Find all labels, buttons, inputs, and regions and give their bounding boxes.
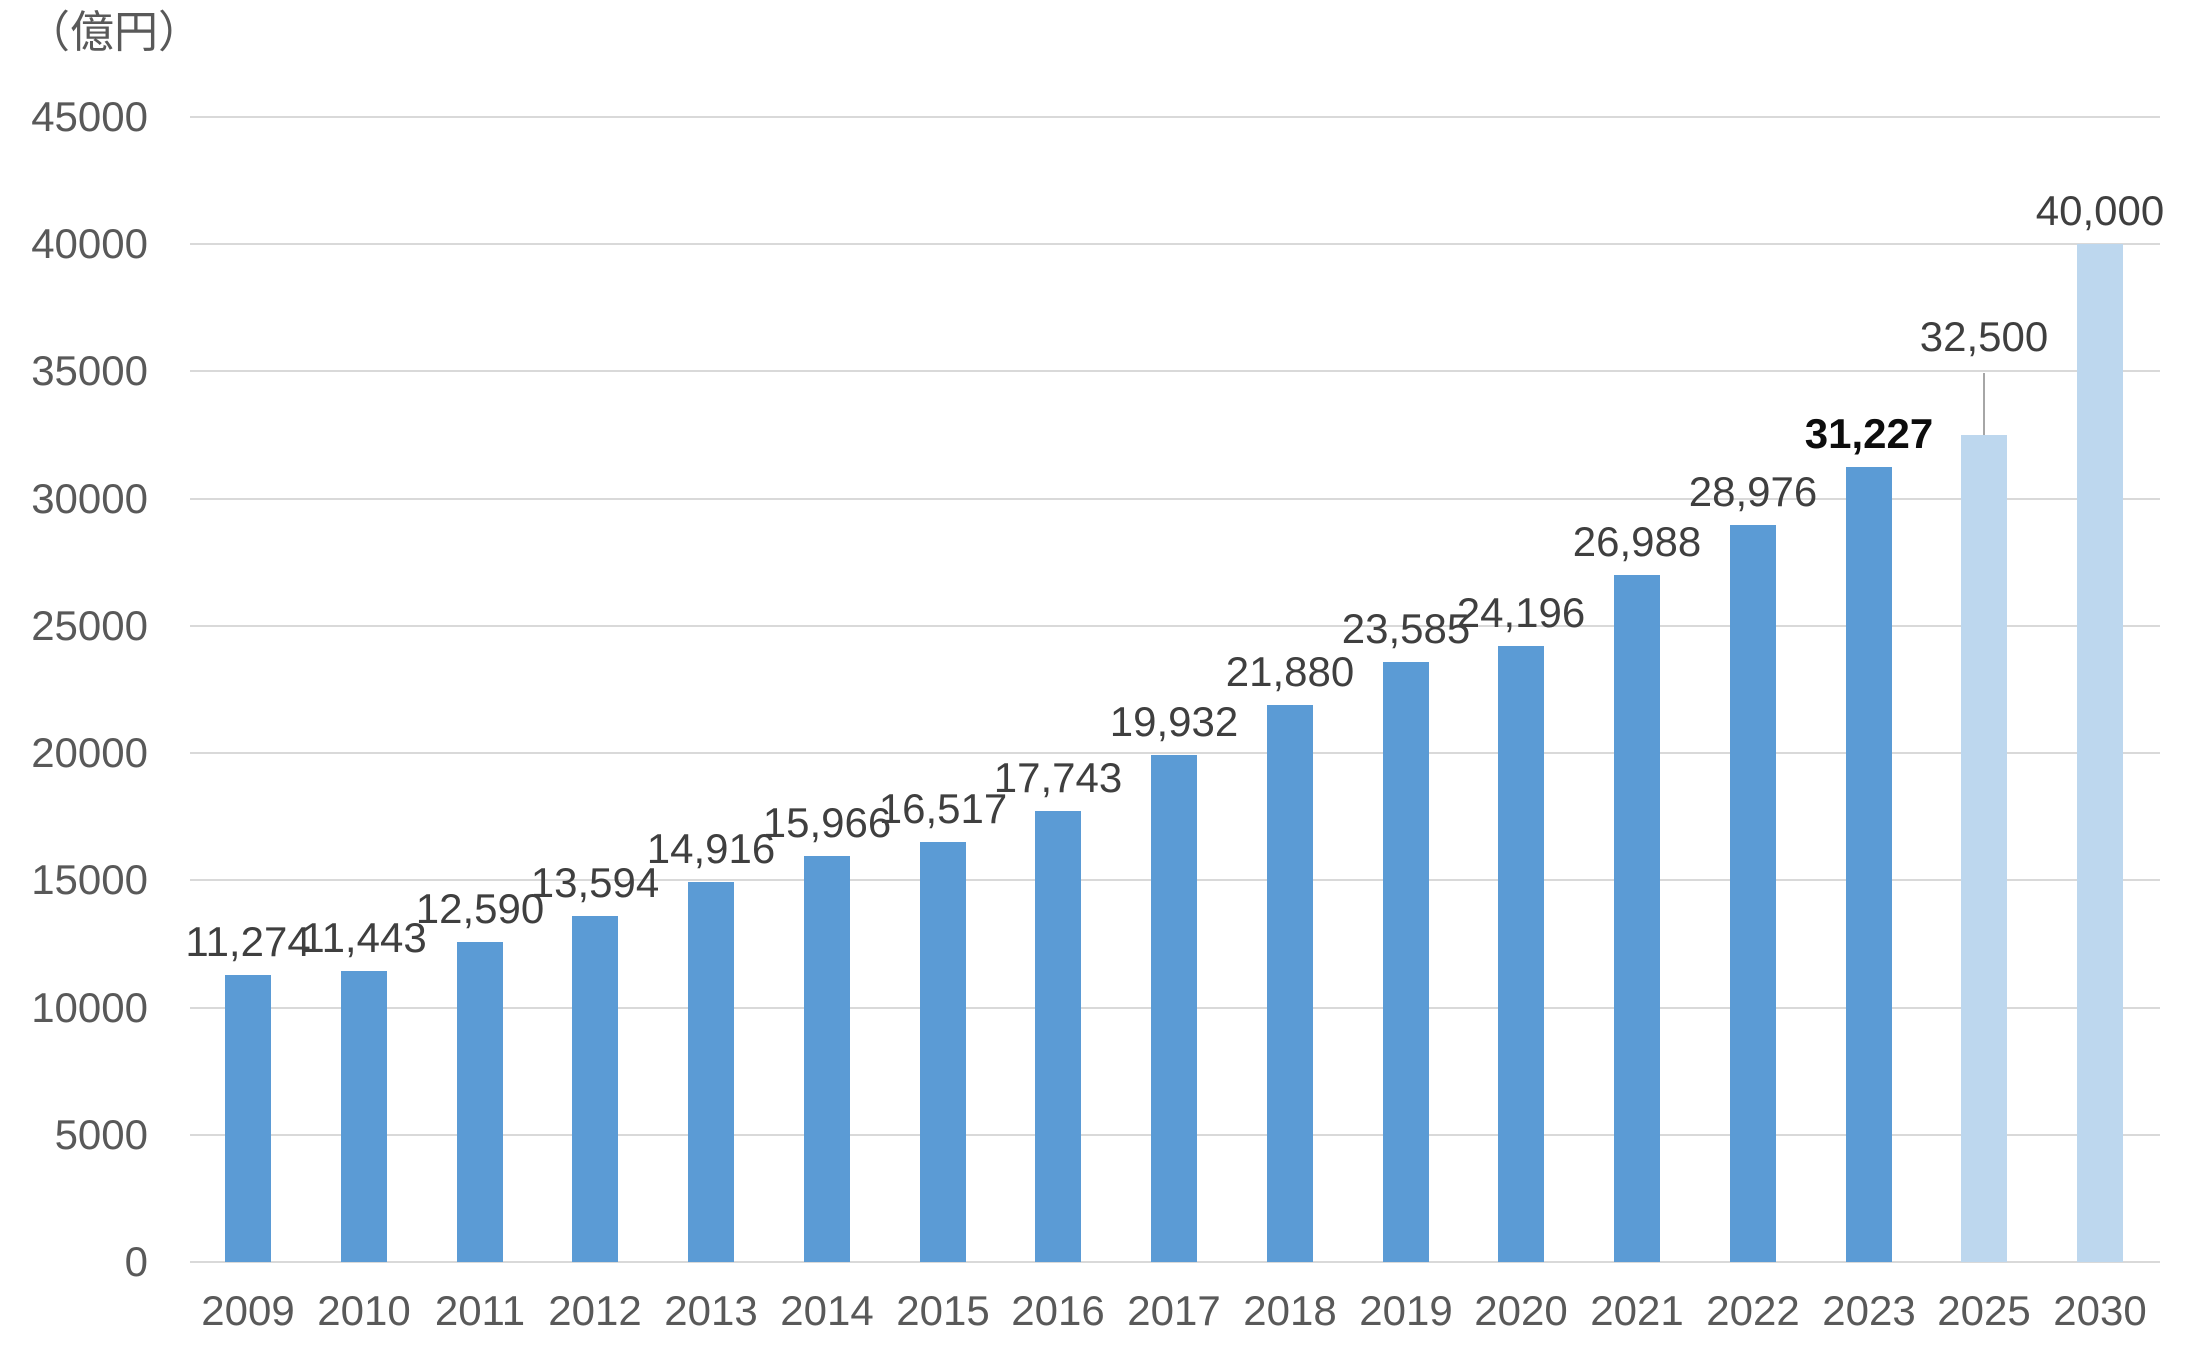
y-tick-label: 5000 [54,1111,148,1158]
x-tick-label-2010: 2010 [317,1287,411,1334]
value-label-2012: 13,594 [530,859,660,906]
x-tick-label-2014: 2014 [780,1287,874,1334]
x-tick-label-2019: 2019 [1359,1287,1453,1334]
x-tick-label-2025: 2025 [1937,1287,2031,1334]
bar-2009 [225,975,271,1262]
bar-2017 [1151,755,1197,1262]
value-label-2015: 16,517 [878,785,1008,832]
leader-line [1983,373,1985,435]
x-tick-label-2022: 2022 [1706,1287,1800,1334]
bar-2022 [1730,525,1776,1262]
value-label-2020: 24,196 [1456,589,1586,636]
y-gridline [190,370,2160,372]
y-tick-label: 30000 [31,475,148,522]
y-gridline [190,625,2160,627]
x-tick-label-2012: 2012 [548,1287,642,1334]
bar-2014 [804,856,850,1262]
y-tick-label: 45000 [31,93,148,140]
value-label-2025: 32,500 [1919,313,2049,360]
bar-2013 [688,882,734,1262]
y-gridline [190,1261,2160,1263]
y-tick-label: 35000 [31,347,148,394]
value-label-2010: 11,443 [301,914,427,961]
y-axis-unit-label: （億円） [26,8,202,57]
x-tick-label-2030: 2030 [2053,1287,2147,1334]
bar-2025 [1961,435,2007,1262]
x-tick-label-2020: 2020 [1474,1287,1568,1334]
value-label-2016: 17,743 [993,754,1123,801]
y-tick-label: 0 [124,1238,148,1285]
bar-2023 [1846,467,1892,1262]
x-tick-label-2016: 2016 [1011,1287,1105,1334]
y-tick-label: 10000 [31,984,148,1031]
x-tick-label-2021: 2021 [1590,1287,1684,1334]
bar-2019 [1383,662,1429,1262]
bar-2021 [1614,575,1660,1262]
x-tick-label-2011: 2011 [434,1287,526,1334]
value-label-2014: 15,966 [762,799,892,846]
value-label-2022: 28,976 [1688,468,1818,515]
y-gridline [190,116,2160,118]
y-gridline [190,752,2160,754]
value-label-2011: 12,590 [415,885,545,932]
x-tick-label-2023: 2023 [1822,1287,1916,1334]
x-tick-label-2013: 2013 [664,1287,758,1334]
bar-2030 [2077,244,2123,1262]
y-tick-label: 25000 [31,602,148,649]
y-tick-label: 20000 [31,729,148,776]
x-tick-label-2009: 2009 [201,1287,295,1334]
x-tick-label-2017: 2017 [1127,1287,1221,1334]
y-gridline [190,243,2160,245]
value-label-2023: 31,227 [1804,410,1934,457]
x-tick-label-2018: 2018 [1243,1287,1337,1334]
bar-2016 [1035,811,1081,1262]
bar-2012 [572,916,618,1262]
value-label-2017: 19,932 [1109,698,1239,745]
bar-2010 [341,971,387,1262]
value-label-2021: 26,988 [1572,518,1702,565]
value-label-2009: 11,274 [185,918,311,965]
value-label-2018: 21,880 [1225,648,1355,695]
y-tick-label: 40000 [31,220,148,267]
bar-2020 [1498,646,1544,1262]
x-tick-label-2015: 2015 [896,1287,990,1334]
y-gridline [190,498,2160,500]
value-label-2030: 40,000 [2035,187,2165,234]
value-label-2013: 14,916 [646,825,776,872]
value-label-2019: 23,585 [1341,605,1471,652]
bar-2018 [1267,705,1313,1262]
bar-2011 [457,942,503,1262]
bar-2015 [920,842,966,1262]
y-tick-label: 15000 [31,856,148,903]
